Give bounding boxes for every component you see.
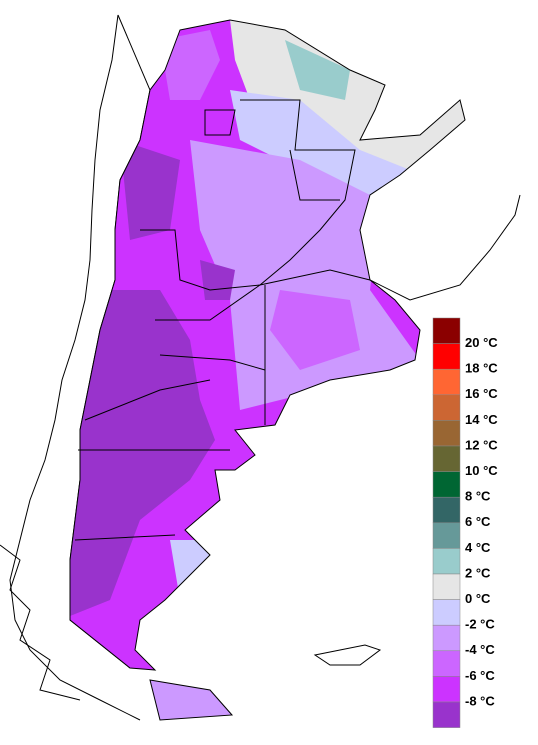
legend-swatch [432,599,461,626]
legend: 20 °C 18 °C 16 °C 14 °C 12 °C 10 °C 8 °C 6 °C 4 … [432,317,498,728]
legend-swatch [432,650,461,677]
legend-swatch [432,496,461,524]
legend-label: -6 °C [465,668,495,683]
legend-swatch [432,343,461,370]
legend-label: 14 °C [465,412,498,427]
legend-swatch [432,573,461,600]
legend-label: -2 °C [465,617,495,632]
legend-label: 6 °C [465,514,491,529]
legend-swatch [432,522,461,549]
legend-label: 0 °C [465,591,491,606]
legend-swatch [432,548,461,575]
legend-swatch [432,394,461,421]
legend-label: 4 °C [465,540,491,555]
legend-label: -4 °C [465,642,495,657]
legend-label: 20 °C [465,335,498,350]
legend-swatch [432,676,461,703]
legend-swatch [432,420,461,447]
legend-swatch [432,701,461,728]
legend-label: 16 °C [465,386,498,401]
legend-label: 10 °C [465,463,498,478]
legend-label: 12 °C [465,437,498,452]
legend-label: -8 °C [465,693,495,708]
legend-label: 8 °C [465,489,491,504]
province-lines [69,19,466,721]
legend-label: 18 °C [465,361,498,376]
legend-swatch [432,317,461,344]
legend-swatch [432,445,461,472]
legend-swatch [432,471,461,498]
legend-swatch [432,624,461,652]
legend-label: 2 °C [465,565,491,580]
legend-swatch [432,368,461,396]
